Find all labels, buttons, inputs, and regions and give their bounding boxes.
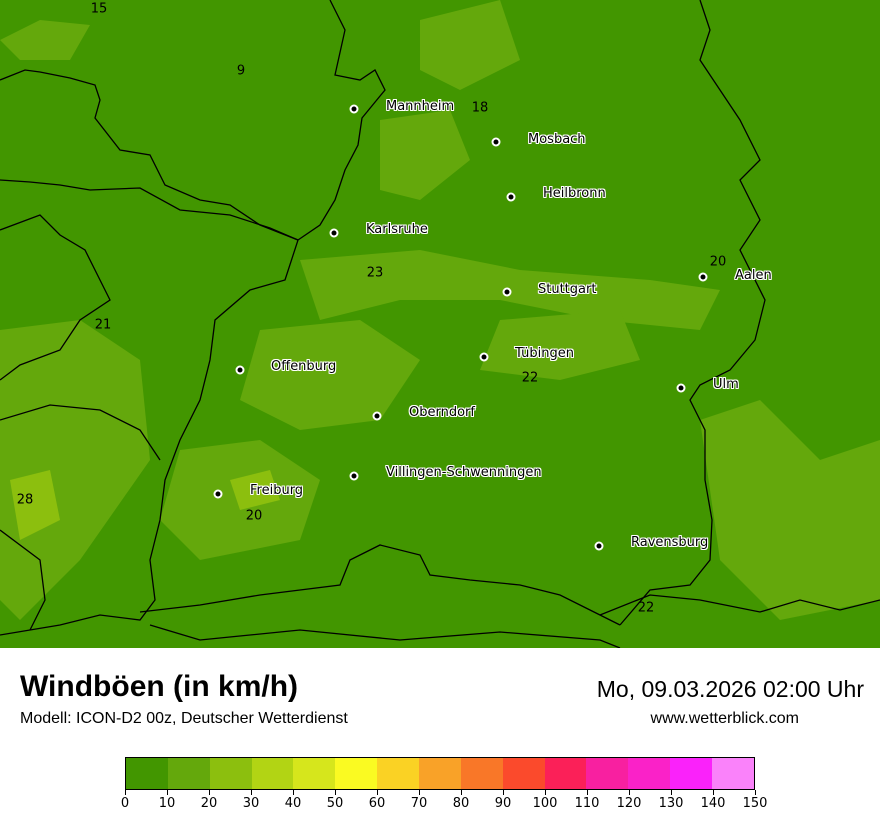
colorbar-tick (293, 790, 294, 795)
city-marker (479, 352, 489, 362)
borders (0, 0, 880, 648)
wind-gust-map: 15 9 18 23 20 21 22 28 20 22 Mannheim Mo… (0, 0, 880, 648)
colorbar-segment (293, 758, 336, 789)
city-label: Ravensburg (631, 535, 709, 550)
colorbar-tick (419, 790, 420, 795)
colorbar-tick (251, 790, 252, 795)
colorbar-segment (209, 758, 252, 789)
colorbar-tick (377, 790, 378, 795)
value-label: 20 (709, 254, 727, 270)
colorbar-segment (251, 758, 294, 789)
gust-20-30-areas (10, 470, 280, 540)
city-marker (502, 287, 512, 297)
colorbar-tick-label: 150 (742, 796, 768, 811)
model-subtitle: Modell: ICON-D2 00z, Deutscher Wetterdie… (20, 710, 348, 727)
city-label: Mannheim (386, 99, 455, 114)
colorbar-segment (544, 758, 587, 789)
value-label: 15 (90, 1, 108, 17)
colorbar-tick-label: 20 (200, 796, 218, 811)
colorbar-tick-label: 30 (242, 796, 260, 811)
map-layer (0, 0, 880, 648)
colorbar-tick-label: 110 (574, 796, 600, 811)
city-marker (349, 104, 359, 114)
colorbar-tick (713, 790, 714, 795)
colorbar-tick (545, 790, 546, 795)
city-label: Mosbach (528, 132, 586, 147)
colorbar-tick-label: 100 (532, 796, 558, 811)
colorbar-tick-label: 140 (700, 796, 726, 811)
city-label: Karlsruhe (366, 222, 428, 237)
city-label: Heilbronn (543, 186, 606, 201)
colorbar-tick (167, 790, 168, 795)
colorbar-segment (460, 758, 503, 789)
colorbar-tick (125, 790, 126, 795)
colorbar-tick (335, 790, 336, 795)
value-label: 22 (521, 370, 539, 386)
colorbar-tick-label: 50 (326, 796, 344, 811)
colorbar-tick (755, 790, 756, 795)
city-marker (506, 192, 516, 202)
colorbar-segment (712, 758, 754, 789)
colorbar-tick (461, 790, 462, 795)
colorbar (125, 757, 755, 790)
city-label: Oberndorf (409, 405, 475, 420)
city-marker (349, 471, 359, 481)
website-link[interactable]: www.wetterblick.com (650, 710, 799, 727)
colorbar-segment (586, 758, 629, 789)
value-label: 18 (471, 100, 489, 116)
value-label: 28 (16, 492, 34, 508)
city-label: Villingen-Schwenningen (386, 465, 542, 480)
city-label: Ulm (713, 377, 739, 392)
value-label: 22 (637, 600, 655, 616)
colorbar-tick (629, 790, 630, 795)
city-marker (491, 137, 501, 147)
colorbar-tick-label: 70 (410, 796, 428, 811)
city-marker (213, 489, 223, 499)
colorbar-tick-label: 0 (120, 796, 130, 811)
map-title: Windböen (in km/h) (20, 670, 299, 703)
value-label: 23 (366, 265, 384, 281)
colorbar-segment (502, 758, 545, 789)
city-marker (235, 365, 245, 375)
colorbar-segment (670, 758, 713, 789)
colorbar-segment (377, 758, 420, 789)
city-marker (372, 411, 382, 421)
city-label: Aalen (735, 268, 772, 283)
colorbar-segment (126, 758, 168, 789)
value-label: 9 (236, 63, 246, 79)
forecast-datetime: Mo, 09.03.2026 02:00 Uhr (596, 676, 864, 702)
colorbar-tick-label: 130 (658, 796, 684, 811)
colorbar-tick (503, 790, 504, 795)
city-marker (329, 228, 339, 238)
colorbar-tick-label: 80 (452, 796, 470, 811)
city-marker (698, 272, 708, 282)
colorbar-segment (167, 758, 210, 789)
city-marker (676, 383, 686, 393)
colorbar-tick-label: 60 (368, 796, 386, 811)
colorbar-tick (209, 790, 210, 795)
city-label: Offenburg (271, 359, 337, 374)
colorbar-tick (587, 790, 588, 795)
colorbar-segment (628, 758, 671, 789)
colorbar-segment (419, 758, 461, 789)
city-marker (594, 541, 604, 551)
colorbar-tick-label: 120 (616, 796, 642, 811)
gust-10-20-areas (0, 0, 880, 620)
city-label: Tübingen (515, 346, 574, 361)
value-label: 20 (245, 508, 263, 524)
colorbar-segment (335, 758, 378, 789)
colorbar-tick-label: 40 (284, 796, 302, 811)
colorbar-tick-label: 90 (494, 796, 512, 811)
value-label: 21 (94, 317, 112, 333)
city-label: Stuttgart (538, 282, 597, 297)
colorbar-tick-label: 10 (158, 796, 176, 811)
colorbar-tick (671, 790, 672, 795)
city-label: Freiburg (250, 483, 304, 498)
